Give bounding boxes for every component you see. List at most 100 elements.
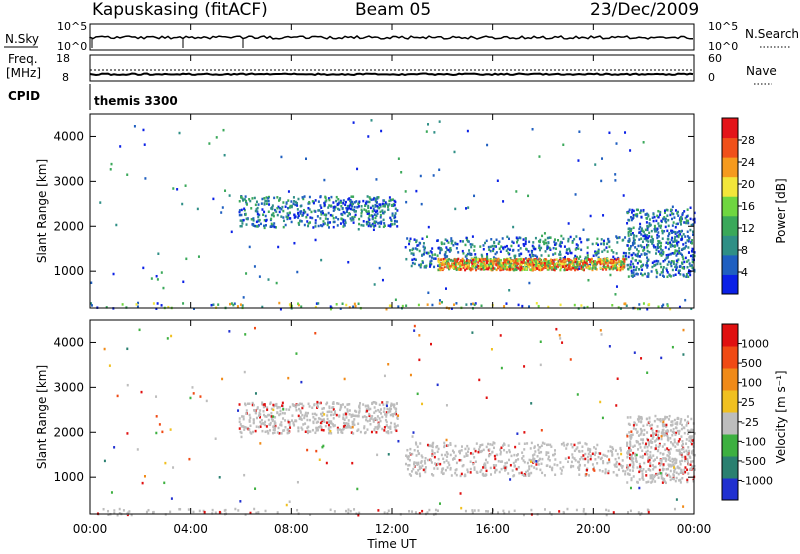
- data-cell: [611, 265, 614, 268]
- data-cell: [655, 248, 658, 252]
- data-cell: [341, 213, 344, 217]
- data-cell: [255, 200, 258, 204]
- data-cell: [507, 265, 510, 269]
- data-cell: [332, 209, 335, 212]
- data-cell: [607, 469, 610, 473]
- data-cell: [447, 461, 450, 464]
- data-cell: [323, 420, 326, 424]
- data-cell: [444, 468, 447, 472]
- data-cell: [540, 462, 543, 466]
- data-cell: [647, 510, 650, 514]
- data-cell: [646, 445, 649, 449]
- data-cell: [368, 200, 371, 204]
- data-cell: [592, 265, 595, 269]
- data-cell: [676, 252, 679, 255]
- data-cell: [688, 269, 691, 272]
- data-cell: [383, 224, 386, 228]
- data-cell: [446, 455, 449, 458]
- data-cell: [396, 220, 399, 223]
- data-cell: [332, 423, 335, 426]
- data-cell: [340, 204, 343, 208]
- data-cell: [470, 261, 473, 264]
- data-cell: [690, 307, 693, 311]
- data-cell: [643, 237, 646, 241]
- data-cell: [651, 261, 654, 265]
- data-cell: [561, 263, 564, 267]
- data-cell: [302, 404, 305, 408]
- data-cell: [450, 242, 453, 245]
- data-cell: [671, 229, 674, 233]
- data-cell: [389, 410, 392, 413]
- data-cell: [525, 267, 528, 270]
- data-cell: [571, 445, 574, 449]
- data-cell: [685, 424, 688, 427]
- data-cell: [684, 256, 687, 260]
- data-cell: [661, 445, 664, 448]
- data-cell: [437, 257, 440, 261]
- data-cell: [300, 426, 303, 429]
- colorbar-segment: [722, 157, 738, 178]
- data-cell: [385, 420, 388, 424]
- data-cell: [602, 243, 605, 246]
- data-cell: [619, 464, 622, 467]
- data-cell: [457, 268, 460, 271]
- data-cell: [425, 251, 428, 255]
- data-cell: [345, 416, 348, 419]
- data-cell: [672, 274, 675, 277]
- data-cell: [673, 474, 676, 477]
- data-cell: [686, 208, 689, 211]
- data-cell: [602, 453, 605, 457]
- data-cell: [262, 403, 265, 407]
- data-cell: [448, 266, 451, 270]
- data-cell: [678, 269, 681, 272]
- data-cell: [534, 267, 537, 271]
- data-cell: [657, 433, 660, 437]
- data-cell: [418, 472, 421, 476]
- data-cell: [445, 438, 448, 442]
- data-cell: [688, 262, 691, 265]
- data-cell: [332, 413, 335, 416]
- data-cell: [276, 196, 279, 199]
- data-cell: [504, 265, 507, 269]
- data-cell: [645, 261, 648, 265]
- data-cell: [627, 275, 630, 278]
- data-cell: [536, 261, 539, 264]
- data-cell: [657, 472, 660, 476]
- data-cell: [688, 271, 691, 274]
- data-cell: [264, 219, 267, 223]
- data-cell: [638, 462, 641, 466]
- data-cell: [436, 509, 439, 512]
- data-cell: [511, 264, 514, 267]
- data-cell: [649, 469, 652, 472]
- data-cell: [279, 307, 282, 311]
- data-cell: [497, 258, 500, 261]
- data-cell: [679, 420, 682, 423]
- data-cell: [596, 261, 599, 264]
- data-cell: [489, 453, 492, 456]
- data-cell: [619, 307, 622, 310]
- data-cell: [524, 242, 527, 246]
- data-cell: [488, 448, 491, 451]
- data-cell: [316, 405, 319, 408]
- data-cell: [485, 458, 488, 462]
- data-cell: [433, 455, 436, 459]
- data-cell: [647, 240, 650, 243]
- data-cell: [451, 458, 454, 461]
- freq-tick-bottom: 8: [62, 71, 69, 84]
- data-cell: [690, 435, 693, 438]
- data-cell: [626, 451, 629, 454]
- data-cell: [523, 448, 526, 451]
- data-cell: [640, 416, 643, 419]
- data-cell: [512, 268, 515, 272]
- data-cell: [108, 364, 111, 367]
- data-cell: [304, 413, 307, 416]
- data-cell: [352, 121, 355, 124]
- data-cell: [523, 244, 526, 247]
- data-cell: [479, 245, 482, 248]
- data-cell: [589, 457, 592, 461]
- data-cell: [473, 456, 476, 459]
- data-cell: [515, 467, 518, 471]
- data-cell: [541, 262, 544, 265]
- data-cell: [676, 443, 679, 446]
- data-cell: [594, 447, 597, 451]
